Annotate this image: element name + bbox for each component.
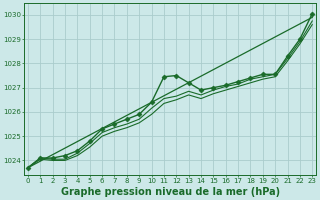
X-axis label: Graphe pression niveau de la mer (hPa): Graphe pression niveau de la mer (hPa) <box>60 187 280 197</box>
